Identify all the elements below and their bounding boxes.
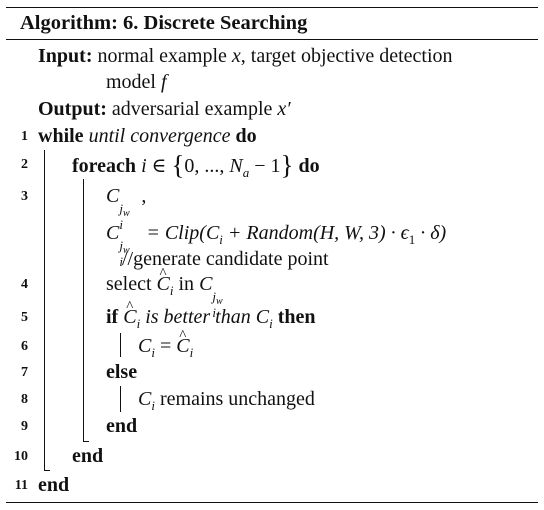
input-line: Input: normal example x, target objectiv… [38,45,453,67]
line-number: 8 [21,392,28,407]
line-number: 4 [21,277,28,292]
line-number: 6 [21,339,28,354]
foreach-block-guide [83,179,84,441]
line-number: 11 [14,478,28,493]
while-block-guide [44,150,45,470]
top-rule [6,7,538,8]
end-if-line: end [106,415,138,437]
algorithm-caption: Algorithm: 6. Discrete Searching [20,12,308,34]
while-line: while until convergence do [38,125,257,147]
caption-rule [6,39,538,40]
unchanged-line: Ci remains unchanged [138,388,315,413]
while-block-tick [44,470,50,471]
if-line: if Ci is better than Ci then [106,294,316,337]
line-number: 7 [21,365,28,380]
line-number: 9 [21,419,28,434]
foreach-line: foreach i ∈ {0, ..., Na − 1} do [72,150,320,181]
else-line: else [106,361,138,383]
foreach-block-tick [83,441,89,442]
line-number: 1 [21,129,28,144]
else-block-guide [120,386,121,412]
line-number: 5 [21,310,28,325]
input-line-cont: model f [106,71,167,93]
if-block-guide [120,333,121,357]
line-number: 2 [21,157,28,172]
end-while-line: end [38,474,70,496]
algorithm-block: Algorithm: 6. Discrete Searching Input: … [6,7,538,503]
assign-line: Ci = Ci [138,323,193,366]
bottom-rule [6,502,538,503]
line-number: 10 [14,449,28,464]
output-line: Output: adversarial example x′ [38,98,291,120]
end-foreach-line: end [72,445,104,467]
line-number: 3 [21,189,28,204]
comment-line: //generate candidate point [122,248,329,270]
